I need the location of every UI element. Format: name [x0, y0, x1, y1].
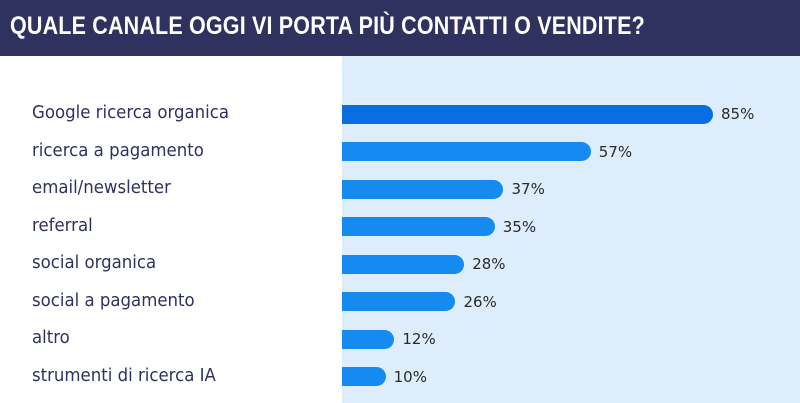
category-label: altro — [32, 327, 70, 348]
bar — [342, 217, 495, 236]
category-label: social organica — [32, 252, 157, 273]
bar — [342, 179, 504, 199]
category-label: email/newsletter — [32, 177, 171, 198]
value-label: 57% — [598, 142, 633, 161]
bar — [342, 142, 591, 161]
bar — [342, 329, 395, 349]
category-label: social a pagamento — [32, 289, 195, 311]
bar — [342, 367, 386, 386]
chart-title: QUALE CANALE OGGI VI PORTA PIÙ CONTATTI … — [10, 12, 645, 40]
value-label: 85% — [721, 105, 755, 123]
category-label: Google ricerca organica — [32, 102, 229, 123]
value-label: 12% — [402, 330, 436, 348]
category-label: strumenti di ricerca IA — [32, 364, 216, 386]
value-label: 35% — [502, 217, 537, 236]
value-label: 26% — [463, 292, 497, 311]
bar — [342, 104, 713, 124]
value-label: 37% — [511, 180, 545, 198]
value-label: 28% — [472, 255, 506, 273]
value-label: 10% — [393, 367, 427, 386]
bar — [342, 292, 456, 311]
bar — [342, 254, 465, 274]
header-banner: QUALE CANALE OGGI VI PORTA PIÙ CONTATTI … — [0, 0, 800, 56]
category-label: ricerca a pagamento — [32, 139, 204, 161]
category-label: referral — [32, 214, 93, 236]
